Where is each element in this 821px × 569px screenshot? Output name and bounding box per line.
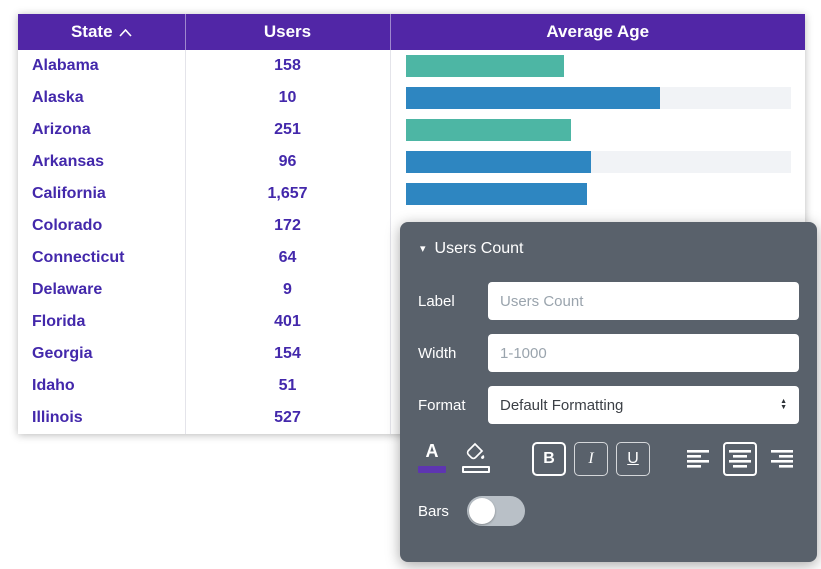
- state-cell: Alabama: [18, 50, 185, 82]
- column-header-state[interactable]: State: [18, 14, 185, 50]
- sort-ascending-icon: [118, 22, 132, 42]
- users-cell: 158: [184, 50, 390, 82]
- users-cell: 10: [184, 82, 390, 114]
- label-input[interactable]: [488, 282, 799, 320]
- format-field-label: Format: [418, 396, 466, 414]
- column-header-state-label: State: [70, 22, 113, 41]
- select-updown-icon: ▲ ▼: [780, 398, 787, 411]
- average-age-bar-cell: [389, 146, 805, 178]
- width-input[interactable]: [488, 334, 799, 372]
- align-center-icon: [729, 450, 751, 468]
- users-cell: 1,657: [184, 178, 390, 210]
- label-field-label: Label: [418, 292, 455, 310]
- state-cell: Illinois: [18, 402, 185, 434]
- state-cell: Colorado: [18, 210, 185, 242]
- format-select[interactable]: Default Formatting ▲ ▼: [488, 386, 799, 424]
- state-cell: Arkansas: [18, 146, 185, 178]
- text-color-icon: A: [425, 441, 439, 461]
- state-cell: Idaho: [18, 370, 185, 402]
- align-right-button[interactable]: [765, 442, 799, 476]
- column-header-users[interactable]: Users: [184, 14, 390, 50]
- average-age-bar: [405, 87, 660, 109]
- bars-toggle-knob: [468, 498, 495, 524]
- fill-color-icon: [466, 442, 486, 462]
- panel-title-text: Users Count: [434, 240, 524, 257]
- average-age-bar: [405, 151, 591, 173]
- users-cell: 251: [184, 114, 390, 146]
- table-row: Arkansas 96: [18, 146, 805, 178]
- average-age-bar: [405, 119, 572, 141]
- state-cell: Arizona: [18, 114, 185, 146]
- average-age-bar: [405, 183, 587, 205]
- bar-track: [405, 151, 791, 173]
- users-cell: 154: [184, 338, 390, 370]
- bar-track: [405, 119, 792, 141]
- state-cell: Delaware: [18, 274, 185, 306]
- column-header-average-age[interactable]: Average Age: [389, 14, 805, 50]
- average-age-bar: [405, 55, 564, 77]
- state-cell: Connecticut: [18, 242, 185, 274]
- bar-track: [405, 87, 791, 109]
- state-cell: Alaska: [18, 82, 185, 114]
- text-color-button[interactable]: A: [418, 441, 446, 473]
- italic-button[interactable]: I: [574, 442, 608, 476]
- align-center-button[interactable]: [723, 442, 757, 476]
- users-cell: 9: [184, 274, 390, 306]
- header-row: State Users Average Age: [18, 14, 805, 50]
- users-cell: 401: [184, 306, 390, 338]
- align-left-button[interactable]: [681, 442, 715, 476]
- column-header-average-age-label: Average Age: [546, 22, 650, 41]
- column-settings-panel: ▾ Users Count Label Width Format Default…: [400, 222, 817, 562]
- state-cell: Florida: [18, 306, 185, 338]
- align-right-icon: [771, 450, 793, 468]
- table-row: Alaska 10: [18, 82, 805, 114]
- table-row: Alabama 158: [18, 50, 805, 82]
- users-cell: 51: [184, 370, 390, 402]
- users-cell: 96: [184, 146, 390, 178]
- state-cell: Georgia: [18, 338, 185, 370]
- collapse-arrow-icon: ▾: [420, 242, 426, 255]
- bar-track: [405, 55, 792, 77]
- state-cell: California: [18, 178, 185, 210]
- users-cell: 172: [184, 210, 390, 242]
- table-row: Arizona 251: [18, 114, 805, 146]
- panel-collapse-header[interactable]: ▾ Users Count: [418, 236, 799, 268]
- users-cell: 64: [184, 242, 390, 274]
- bar-track: [405, 183, 792, 205]
- width-field-label: Width: [418, 344, 457, 362]
- bold-button[interactable]: B: [532, 442, 566, 476]
- users-cell: 527: [184, 402, 390, 434]
- average-age-bar-cell: [389, 178, 805, 210]
- fill-color-swatch: [462, 466, 490, 473]
- average-age-bar-cell: [389, 50, 805, 82]
- column-header-users-label: Users: [263, 22, 312, 41]
- underline-button[interactable]: U: [616, 442, 650, 476]
- fill-color-button[interactable]: [462, 442, 490, 473]
- text-color-swatch: [418, 466, 446, 473]
- bars-toggle[interactable]: [466, 496, 525, 526]
- format-select-value: Default Formatting: [500, 396, 624, 414]
- average-age-bar-cell: [389, 82, 805, 114]
- average-age-bar-cell: [389, 114, 805, 146]
- table-row: California 1,657: [18, 178, 805, 210]
- bars-toggle-label: Bars: [418, 502, 449, 520]
- align-left-icon: [687, 450, 709, 468]
